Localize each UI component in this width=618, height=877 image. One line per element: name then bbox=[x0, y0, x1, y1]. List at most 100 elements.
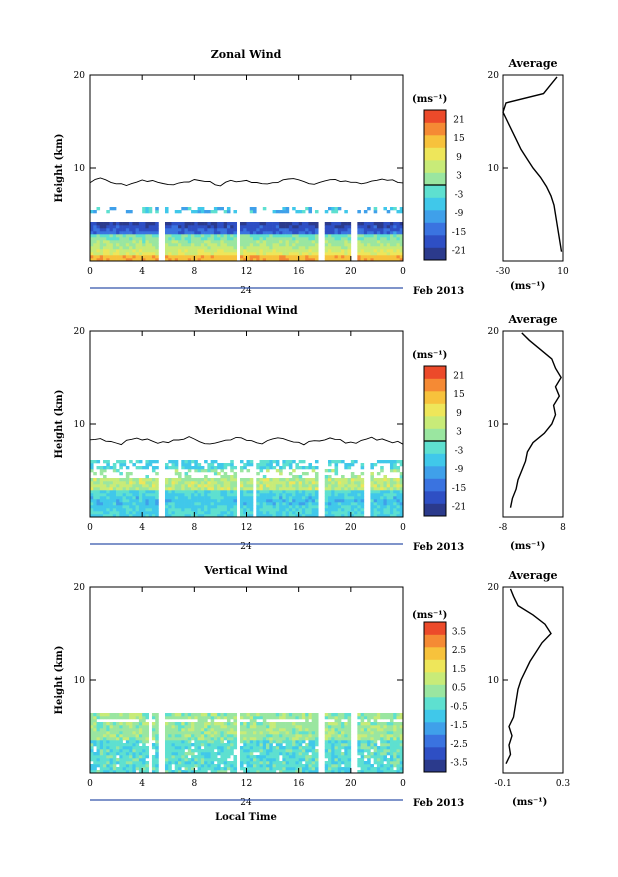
heatmap-cell bbox=[197, 749, 202, 753]
heatmap-cell bbox=[314, 210, 319, 214]
heatmap-cell bbox=[106, 466, 110, 470]
heatmap-cell bbox=[311, 237, 316, 241]
heatmap-cell bbox=[399, 496, 404, 500]
heatmap-cell bbox=[373, 237, 378, 241]
heatmap-cell bbox=[246, 755, 251, 759]
heatmap-cell bbox=[103, 749, 107, 753]
heatmap-cell bbox=[370, 752, 374, 756]
heatmap-cell bbox=[393, 755, 397, 759]
heatmap-cell bbox=[174, 252, 179, 256]
heatmap-cell bbox=[272, 460, 277, 464]
heatmap-cell bbox=[308, 731, 313, 735]
heatmap-cell bbox=[305, 228, 309, 232]
heatmap-cell bbox=[288, 731, 293, 735]
heatmap-cell bbox=[314, 502, 319, 506]
heatmap-cell bbox=[233, 487, 238, 491]
heatmap-cell bbox=[363, 764, 368, 768]
heatmap-cell bbox=[363, 225, 368, 229]
heatmap-cell bbox=[109, 764, 114, 768]
heatmap-cell bbox=[148, 478, 153, 482]
colorbar-tick-label: 3 bbox=[456, 172, 462, 182]
heatmap-cell bbox=[399, 231, 404, 235]
heatmap-cell bbox=[171, 728, 176, 732]
heatmap-cell bbox=[259, 249, 264, 253]
heatmap-cell bbox=[311, 478, 316, 482]
heatmap-cell bbox=[239, 493, 244, 497]
heatmap-cell bbox=[178, 246, 182, 250]
heatmap-cell bbox=[217, 490, 221, 494]
heatmap-cell bbox=[99, 734, 104, 738]
heatmap-cell bbox=[197, 249, 202, 253]
heatmap-cell bbox=[122, 490, 127, 494]
heatmap-cell bbox=[112, 722, 117, 726]
heatmap-cell bbox=[373, 252, 378, 256]
heatmap-cell bbox=[204, 514, 208, 518]
profile-unit: (ms⁻¹) bbox=[512, 797, 547, 808]
heatmap-cell bbox=[226, 228, 231, 232]
heatmap-cell bbox=[207, 231, 211, 235]
heatmap-cell bbox=[171, 722, 176, 726]
heatmap-cell bbox=[272, 222, 277, 226]
heatmap-cell bbox=[376, 761, 381, 765]
heatmap-cell bbox=[181, 222, 185, 226]
heatmap-cell bbox=[314, 234, 319, 238]
colorbar-swatch bbox=[424, 491, 446, 504]
heatmap-cell bbox=[337, 758, 342, 762]
heatmap-cell bbox=[93, 493, 97, 497]
heatmap-cell bbox=[213, 207, 218, 211]
heatmap-cell bbox=[132, 728, 136, 732]
heatmap-cell bbox=[194, 225, 198, 229]
heatmap-cell bbox=[295, 228, 299, 232]
heatmap-cell bbox=[217, 761, 221, 765]
heatmap-cell bbox=[272, 731, 277, 735]
heatmap-cell bbox=[389, 740, 394, 744]
heatmap-cell bbox=[200, 481, 205, 485]
heatmap-cell bbox=[230, 246, 234, 250]
heatmap-cell bbox=[314, 487, 319, 491]
heatmap-cell bbox=[285, 761, 290, 765]
heatmap-cell bbox=[288, 770, 293, 774]
heatmap-cell bbox=[197, 255, 202, 259]
heatmap-cell bbox=[259, 749, 264, 753]
heatmap-cell bbox=[259, 743, 264, 747]
heatmap-cell bbox=[145, 466, 149, 470]
heatmap-cell bbox=[200, 246, 205, 250]
heatmap-cell bbox=[151, 484, 156, 488]
heatmap-cell bbox=[103, 237, 107, 241]
heatmap-cell bbox=[256, 737, 260, 741]
heatmap-cell bbox=[373, 728, 378, 732]
heatmap-cell bbox=[187, 496, 192, 500]
heatmap-cell bbox=[393, 237, 397, 241]
heatmap-cell bbox=[357, 234, 361, 238]
heatmap-cell bbox=[314, 237, 319, 241]
x-tick-label: 16 bbox=[293, 267, 305, 277]
heatmap-cell bbox=[213, 481, 218, 485]
heatmap-cell bbox=[301, 472, 306, 476]
heatmap-cell bbox=[334, 761, 339, 765]
heatmap-cell bbox=[168, 499, 172, 503]
heatmap-cell bbox=[230, 469, 234, 473]
heatmap-cell bbox=[187, 231, 192, 235]
heatmap-cell bbox=[328, 252, 332, 256]
heatmap-cell bbox=[96, 761, 101, 765]
heatmap-cell bbox=[93, 490, 97, 494]
heatmap-cell bbox=[389, 243, 394, 247]
heatmap-cell bbox=[344, 514, 348, 518]
x-tick-label: 0 bbox=[400, 779, 406, 789]
heatmap-cell bbox=[341, 713, 345, 717]
heatmap-cell bbox=[305, 249, 309, 253]
heatmap-cell bbox=[145, 210, 149, 214]
heatmap-cell bbox=[106, 728, 110, 732]
heatmap-cell bbox=[213, 249, 218, 253]
heatmap-cell bbox=[96, 240, 101, 244]
heatmap-cell bbox=[200, 767, 205, 771]
heatmap-cell bbox=[253, 719, 257, 723]
heatmap-cell bbox=[164, 496, 169, 500]
heatmap-cell bbox=[311, 514, 316, 518]
heatmap-cell bbox=[337, 722, 342, 726]
heatmap-cell bbox=[399, 740, 404, 744]
heatmap-cell bbox=[376, 234, 381, 238]
heatmap-cell bbox=[197, 490, 202, 494]
heatmap-cell bbox=[253, 728, 257, 732]
heatmap-cell bbox=[279, 243, 283, 247]
